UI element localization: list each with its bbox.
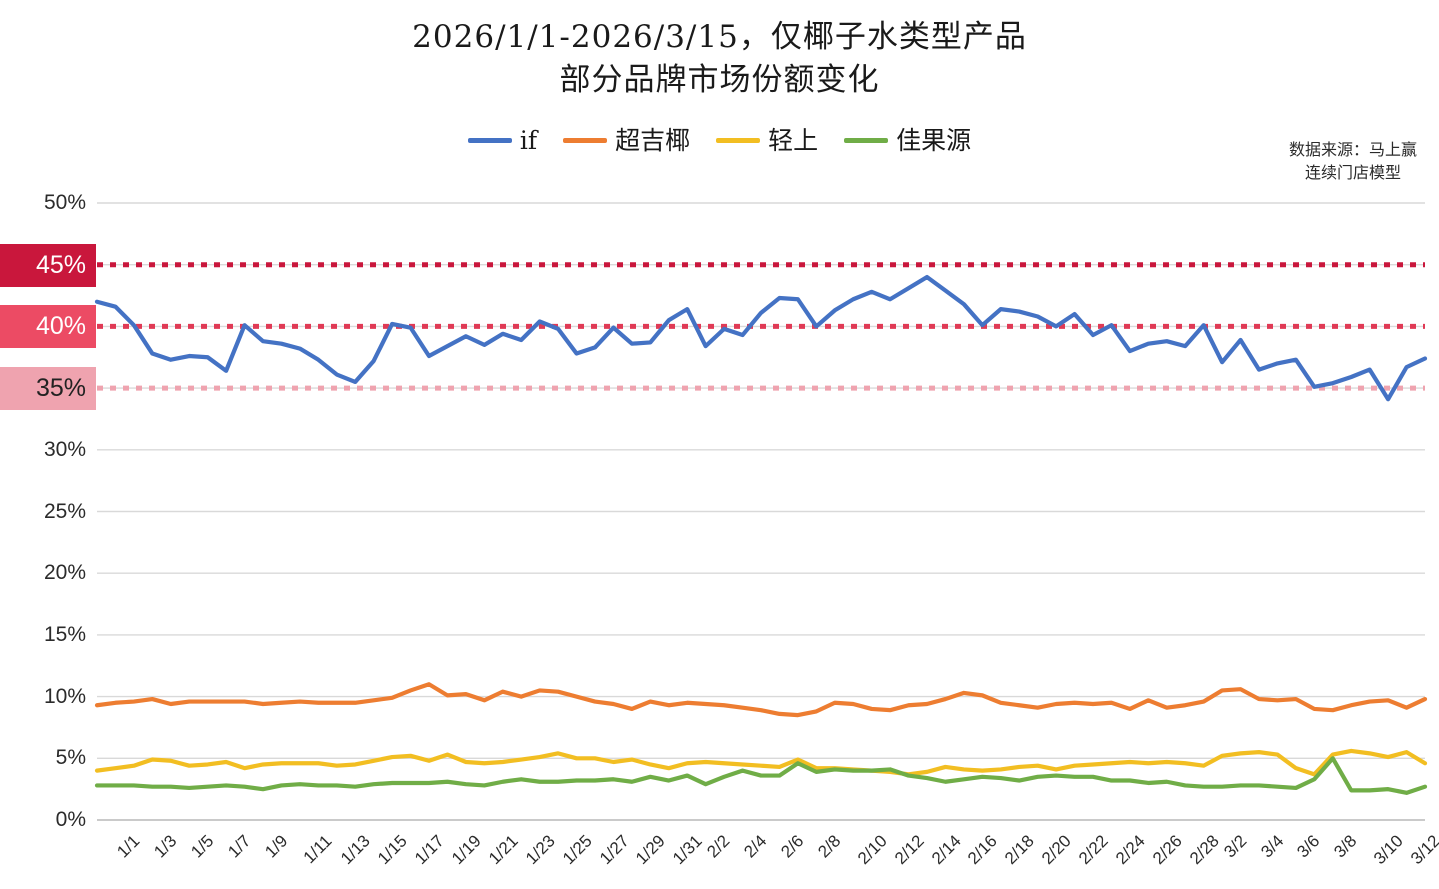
y-tick-label: 20% — [43, 561, 86, 585]
y-tick-label: 0% — [55, 808, 86, 831]
legend-item-0[interactable]: if — [467, 126, 538, 155]
legend-swatch-icon — [716, 138, 761, 143]
y-tick-label: 50% — [43, 191, 86, 214]
y-tick-label: 30% — [43, 437, 86, 461]
legend-item-2[interactable]: 轻上 — [716, 128, 818, 153]
series-line-1 — [94, 682, 1428, 718]
series-line-3 — [94, 756, 1428, 795]
data-source-note: 数据来源：马上赢 连续门店模型 — [1288, 140, 1417, 183]
legend-label: 佳果源 — [896, 126, 972, 155]
series-line-0 — [94, 274, 1428, 402]
legend-label: if — [519, 126, 538, 155]
legend-swatch-icon — [844, 138, 889, 143]
series-line-2 — [94, 748, 1428, 777]
legend-item-1[interactable]: 超吉椰 — [563, 128, 690, 153]
y-tick-label: 15% — [43, 622, 86, 646]
legend-label: 超吉椰 — [615, 126, 691, 155]
y-tick-label: 25% — [43, 499, 86, 523]
y-tick-label: 35% — [0, 367, 96, 411]
y-tick-label: 45% — [0, 243, 96, 287]
y-tick-label: 40% — [0, 305, 96, 349]
legend-item-3[interactable]: 佳果源 — [844, 128, 971, 153]
y-tick-label: 5% — [55, 746, 86, 770]
chart-legend: if 超吉椰 轻上 佳果源 — [0, 128, 1439, 153]
legend-swatch-icon — [467, 138, 512, 143]
legend-label: 轻上 — [768, 126, 819, 155]
y-tick-label: 10% — [43, 684, 86, 708]
legend-swatch-icon — [563, 138, 608, 143]
